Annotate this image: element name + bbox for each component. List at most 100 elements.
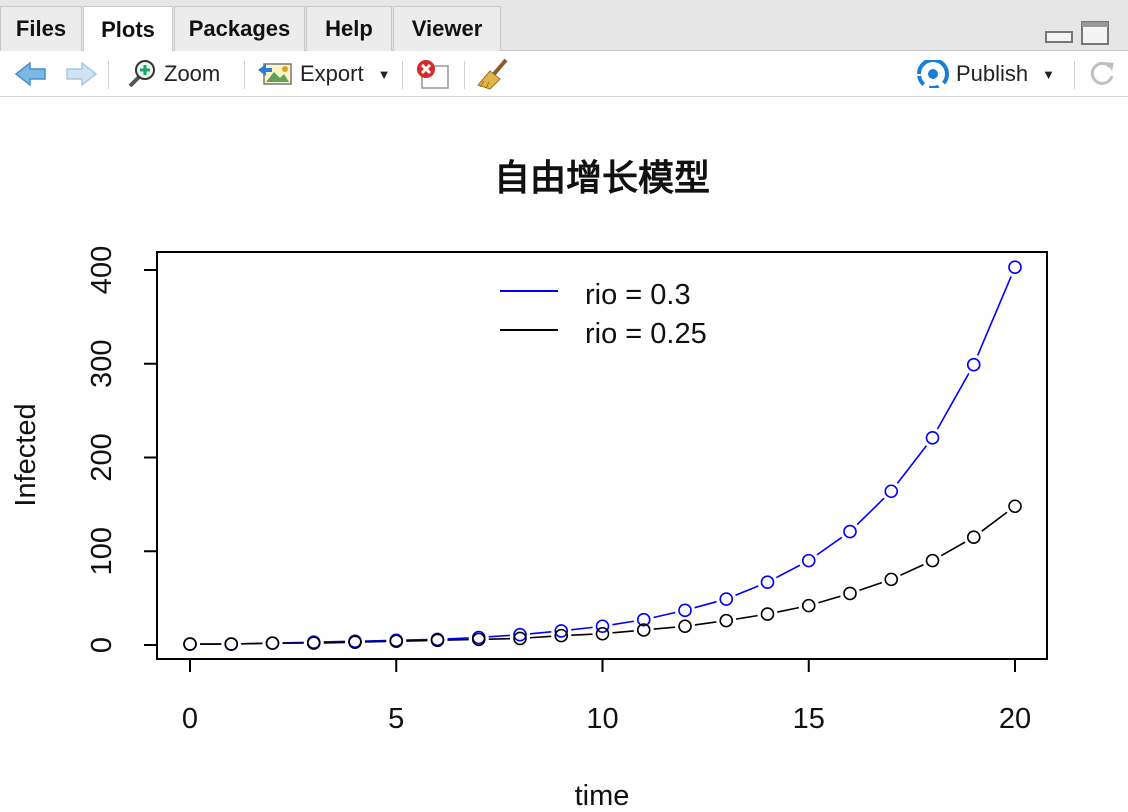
data-point — [636, 623, 651, 637]
data-point — [925, 553, 940, 568]
series-segment — [447, 637, 469, 640]
series-segment — [777, 606, 800, 613]
tab-viewer[interactable]: Viewer — [393, 6, 501, 51]
publish-button[interactable]: Publish ▼ — [916, 51, 1055, 97]
export-dropdown-icon[interactable]: ▼ — [377, 66, 391, 82]
series-segment — [976, 276, 1012, 356]
y-tick-label: 100 — [86, 527, 118, 575]
chart-title: 自由增长模型 — [494, 157, 710, 198]
plot-area: 自由增长模型 0 5 10 15 20 0 100 200 300 400 time Infec… — [10, 157, 1048, 812]
plot-frame — [156, 251, 1048, 660]
data-point — [1008, 499, 1022, 514]
x-tick-label: 5 — [388, 703, 404, 735]
series-segment — [940, 541, 966, 557]
data-point — [224, 637, 239, 651]
series-segment — [775, 564, 801, 579]
zoom-button[interactable]: Zoom — [124, 51, 220, 97]
series-segment — [571, 626, 593, 631]
series-segment — [735, 585, 759, 597]
data-point — [760, 607, 775, 621]
y-tick-label: 400 — [86, 246, 118, 294]
publish-label: Publish — [956, 61, 1029, 86]
export-label: Export — [300, 61, 364, 86]
x-axis: 0 5 10 15 20 — [182, 658, 1031, 735]
series-segment — [694, 600, 717, 609]
series-segment — [571, 633, 593, 636]
forward-arrow-icon — [66, 61, 98, 87]
series-segment — [900, 564, 924, 576]
data-point — [513, 631, 527, 646]
series-segment — [981, 511, 1008, 532]
legend-label-0: rio = 0.3 — [585, 279, 691, 311]
y-tick-label: 0 — [86, 637, 118, 653]
plots-toolbar: Zoom Export ▼ — [0, 51, 1128, 97]
maximize-pane-icon[interactable] — [1080, 20, 1112, 46]
series-1 — [183, 499, 1022, 651]
zoom-label: Zoom — [164, 61, 221, 86]
forward-button[interactable] — [64, 51, 98, 97]
series-segment — [816, 536, 843, 556]
series-segment — [936, 373, 970, 430]
data-point — [884, 572, 899, 587]
y-tick-label: 300 — [86, 340, 118, 388]
minimize-pane-icon[interactable] — [1044, 20, 1076, 44]
data-point — [595, 626, 610, 641]
back-arrow-icon — [14, 61, 46, 87]
tab-files[interactable]: Files — [0, 6, 82, 51]
data-point — [678, 603, 692, 618]
data-point — [719, 613, 734, 628]
tab-plots-label: Plots — [101, 16, 155, 42]
publish-icon — [917, 60, 949, 88]
export-button[interactable]: Export ▼ — [258, 51, 390, 97]
series-segment — [694, 621, 717, 626]
data-point — [595, 619, 610, 634]
tab-plots[interactable]: Plots — [83, 6, 173, 52]
tab-viewer-label: Viewer — [411, 16, 483, 41]
remove-plot-icon — [417, 60, 449, 89]
data-point — [678, 619, 692, 634]
series-segment — [488, 634, 511, 638]
series-layer — [183, 260, 1022, 651]
refresh-button[interactable] — [1086, 51, 1118, 97]
series-segment — [736, 614, 758, 620]
clear-plots-button[interactable] — [476, 51, 512, 97]
remove-plot-button[interactable] — [414, 51, 450, 97]
data-point — [1008, 260, 1022, 274]
tab-files-label: Files — [15, 16, 67, 41]
series-segment — [653, 611, 676, 619]
data-point — [966, 530, 981, 544]
refresh-icon — [1090, 61, 1114, 85]
pane-tab-bar: Files Plots Packages Help Viewer — [0, 0, 1128, 52]
y-tick-label: 200 — [86, 433, 118, 481]
data-point — [966, 357, 981, 372]
x-tick-label: 10 — [586, 703, 618, 735]
data-point — [554, 624, 569, 638]
legend: rio = 0.3 rio = 0.25 — [500, 279, 707, 350]
data-point — [801, 598, 816, 613]
broom-icon — [477, 58, 508, 90]
series-segment — [529, 635, 552, 639]
tab-help[interactable]: Help — [306, 6, 392, 51]
series-segment — [653, 626, 676, 630]
data-point — [471, 632, 486, 647]
data-point — [389, 634, 404, 649]
data-point — [554, 628, 569, 643]
series-segment — [859, 581, 883, 591]
series-segment — [612, 620, 634, 626]
series-segment — [612, 630, 634, 634]
tab-packages[interactable]: Packages — [174, 6, 305, 51]
legend-label-1: rio = 0.25 — [585, 318, 707, 350]
export-icon — [258, 63, 292, 85]
x-axis-label: time — [575, 780, 630, 812]
x-tick-label: 20 — [999, 703, 1031, 735]
data-point — [306, 636, 321, 650]
back-button[interactable] — [14, 51, 48, 97]
data-point — [925, 431, 940, 445]
publish-dropdown-icon[interactable]: ▼ — [1042, 66, 1056, 82]
x-tick-label: 0 — [182, 703, 198, 735]
data-point — [348, 635, 362, 649]
y-axis: 0 100 200 300 400 — [86, 246, 158, 653]
data-point — [513, 627, 527, 642]
data-point — [636, 612, 651, 627]
data-point — [760, 575, 775, 589]
